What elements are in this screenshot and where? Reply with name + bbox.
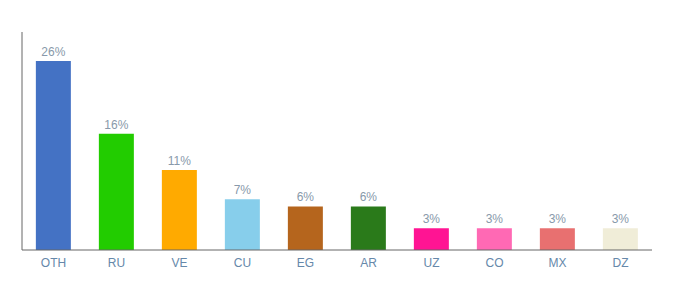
svg-text:6%: 6% (360, 190, 378, 204)
svg-text:11%: 11% (168, 154, 191, 168)
svg-text:16%: 16% (104, 118, 128, 132)
svg-text:DZ: DZ (613, 256, 629, 270)
svg-text:UZ: UZ (424, 256, 440, 270)
svg-text:3%: 3% (423, 212, 441, 226)
svg-text:VE: VE (171, 256, 187, 270)
svg-text:CO: CO (486, 256, 504, 270)
svg-text:26%: 26% (41, 45, 65, 59)
svg-text:CU: CU (234, 256, 251, 270)
svg-text:OTH: OTH (41, 256, 66, 270)
svg-text:6%: 6% (297, 190, 315, 204)
svg-text:7%: 7% (234, 183, 252, 197)
svg-text:AR: AR (360, 256, 377, 270)
svg-text:RU: RU (108, 256, 125, 270)
svg-text:MX: MX (549, 256, 567, 270)
svg-text:EG: EG (297, 256, 314, 270)
svg-text:3%: 3% (612, 212, 630, 226)
svg-text:3%: 3% (549, 212, 567, 226)
svg-text:3%: 3% (486, 212, 504, 226)
